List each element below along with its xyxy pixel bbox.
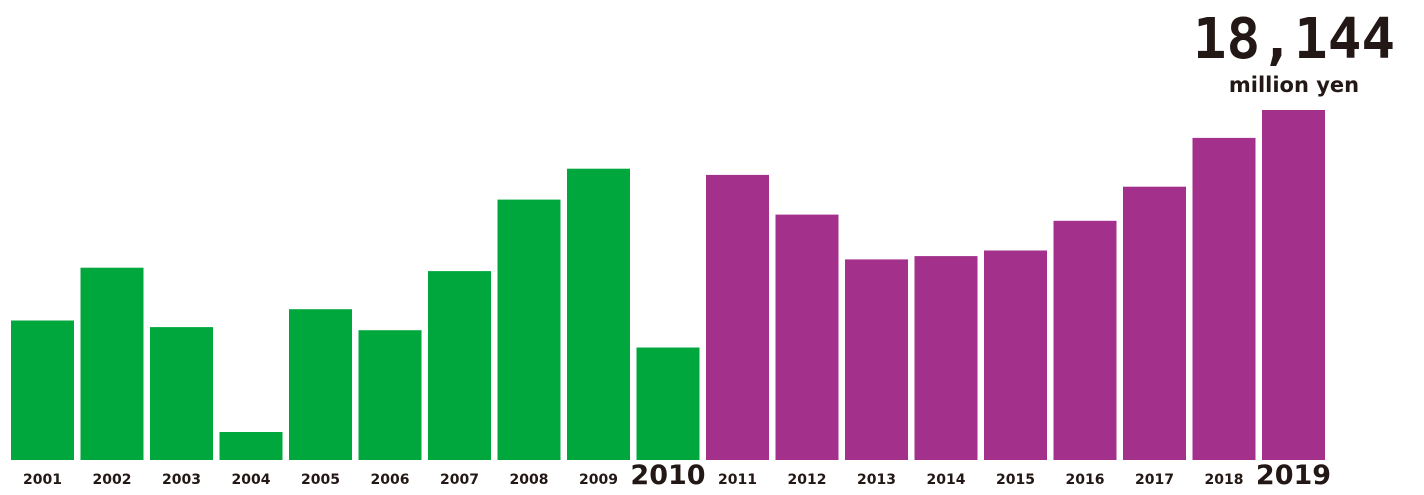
x-tick-label-2012: 2012	[788, 472, 827, 488]
x-tick-label-2009: 2009	[579, 472, 618, 488]
x-tick-label-2002: 2002	[93, 472, 132, 488]
x-tick-label-2007: 2007	[440, 472, 479, 488]
bar-2005	[289, 309, 352, 460]
bar-2002	[80, 267, 144, 460]
bar-2006	[358, 330, 422, 460]
x-tick-label-2016: 2016	[1066, 472, 1105, 488]
bar-2012	[775, 214, 839, 460]
tick-labels-group: 2001 2002 2003 2004 2005 2006 2007 2008 2009 2010…	[23, 460, 1331, 491]
x-tick-label-2015: 2015	[996, 472, 1035, 488]
bar-2019	[1262, 110, 1325, 460]
bars-group	[11, 110, 1325, 460]
x-tick-label-2014: 2014	[927, 472, 966, 488]
bar-2009	[567, 168, 630, 460]
headline-value-label: 18,144	[1193, 7, 1395, 72]
bar-2013	[845, 259, 908, 460]
bar-2018	[1192, 137, 1256, 460]
bar-2010	[636, 347, 700, 460]
bar-2004	[219, 432, 283, 460]
bar-2003	[150, 327, 213, 460]
bar-2015	[984, 250, 1047, 460]
x-tick-label-2001: 2001	[23, 472, 62, 488]
x-tick-label-2013: 2013	[857, 472, 896, 488]
bar-2001	[11, 320, 74, 460]
x-tick-label-2011: 2011	[718, 472, 757, 488]
x-tick-label-2019: 2019	[1256, 460, 1331, 490]
bar-2017	[1123, 186, 1186, 460]
x-tick-label-2008: 2008	[510, 472, 549, 488]
x-tick-label-2006: 2006	[371, 472, 410, 488]
bar-2008	[497, 199, 561, 460]
x-tick-label-2018: 2018	[1205, 472, 1244, 488]
bar-2011	[706, 174, 769, 460]
bar-2016	[1053, 220, 1117, 460]
x-tick-label-2010: 2010	[630, 460, 705, 490]
x-tick-label-2003: 2003	[162, 472, 201, 488]
x-tick-label-2004: 2004	[232, 472, 271, 488]
headline-unit-label: million yen	[1229, 73, 1359, 97]
x-tick-label-2017: 2017	[1135, 472, 1174, 488]
bar-2014	[914, 256, 978, 460]
x-tick-label-2005: 2005	[301, 472, 340, 488]
bar-2007	[428, 271, 491, 460]
